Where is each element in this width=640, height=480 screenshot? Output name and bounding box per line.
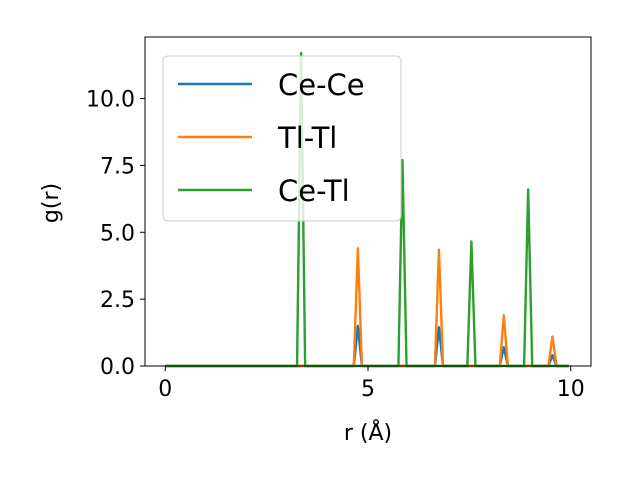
x-tick-label: 10 — [557, 377, 585, 402]
legend-label-ce-ce: Ce-Ce — [278, 68, 365, 102]
legend-label-ce-tl: Ce-Tl — [278, 174, 350, 208]
x-axis-label: r (Å) — [344, 419, 392, 446]
y-tick-label: 2.5 — [100, 288, 135, 313]
y-tick-label: 5.0 — [100, 221, 135, 246]
axes-layer: 0 5 10 0.0 2.5 5.0 7.5 10.0 — [86, 36, 592, 402]
y-tick-label: 7.5 — [100, 154, 135, 179]
y-axis-label: g(r) — [39, 183, 64, 223]
legend-box — [162, 55, 402, 222]
legend: Ce-Ce Tl-Tl Ce-Tl — [162, 55, 402, 222]
legend-label-tl-tl: Tl-Tl — [277, 121, 337, 155]
y-tick-label: 10.0 — [86, 88, 135, 113]
x-tick-label: 0 — [158, 377, 172, 402]
x-tick-label: 5 — [361, 377, 375, 402]
y-tick-label: 0.0 — [100, 355, 135, 380]
